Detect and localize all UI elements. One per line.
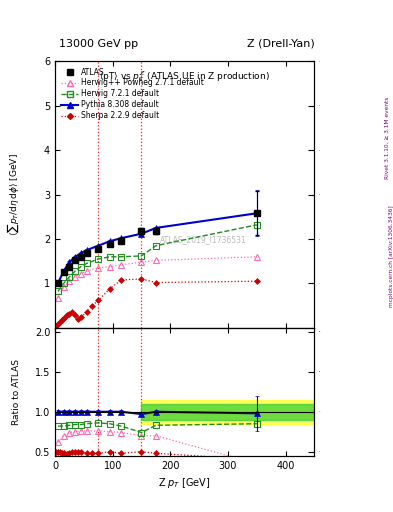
Text: Rivet 3.1.10, ≥ 3.1M events: Rivet 3.1.10, ≥ 3.1M events: [385, 97, 389, 179]
Text: $\langle$pT$\rangle$ vs $p_T^Z$ (ATLAS UE in Z production): $\langle$pT$\rangle$ vs $p_T^Z$ (ATLAS U…: [99, 70, 270, 84]
Y-axis label: Ratio to ATLAS: Ratio to ATLAS: [12, 359, 21, 425]
Legend: ATLAS, Herwig++ Powheg 2.7.1 default, Herwig 7.2.1 default, Pythia 8.308 default: ATLAS, Herwig++ Powheg 2.7.1 default, He…: [59, 65, 206, 122]
Text: Z (Drell-Yan): Z (Drell-Yan): [247, 38, 314, 49]
Text: 13000 GeV pp: 13000 GeV pp: [59, 38, 138, 49]
Text: mcplots.cern.ch [arXiv:1306.3436]: mcplots.cern.ch [arXiv:1306.3436]: [389, 205, 393, 307]
Text: ATLAS_2019_I1736531: ATLAS_2019_I1736531: [160, 236, 246, 245]
X-axis label: Z $p_T$ [GeV]: Z $p_T$ [GeV]: [158, 476, 211, 490]
Y-axis label: $\langle\sum p_T/{\rm d}\eta\,{\rm d}\phi\rangle$ [GeV]: $\langle\sum p_T/{\rm d}\eta\,{\rm d}\ph…: [6, 153, 21, 236]
